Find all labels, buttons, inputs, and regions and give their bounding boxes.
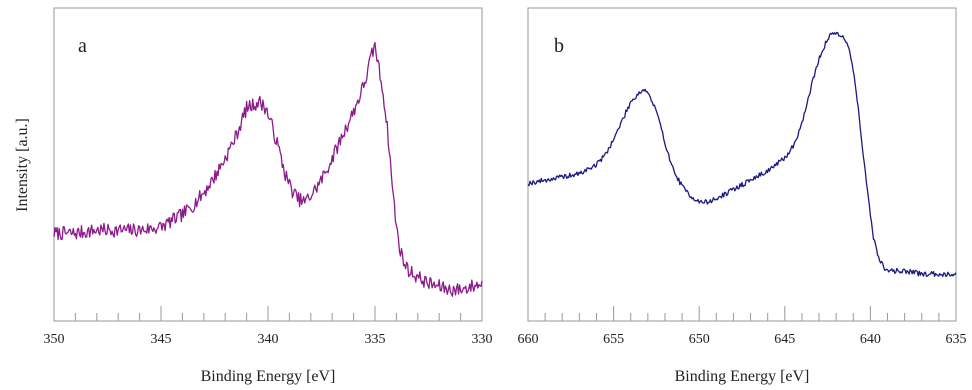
x-tick-label: 645 — [774, 332, 795, 347]
x-tick-label: 340 — [258, 332, 279, 347]
panel-b-frame — [527, 7, 957, 322]
panel-a-x-axis: 350 345 340 335 330 — [44, 306, 493, 347]
panel-b-spectrum-line — [527, 31, 957, 278]
panel-a: 350 345 340 335 330 a Binding Energy [eV] In… — [14, 7, 493, 385]
x-tick-label: 655 — [603, 332, 624, 347]
panel-b-x-axis: 660 655 650 645 640 635 — [518, 306, 967, 347]
panel-a-y-axis-title: Intensity [a.u.] — [14, 118, 31, 212]
panel-a-x-axis-title: Binding Energy [eV] — [201, 368, 336, 385]
x-tick-label: 635 — [946, 332, 967, 347]
x-tick-label: 660 — [518, 332, 539, 347]
x-tick-label: 640 — [860, 332, 881, 347]
x-tick-label: 345 — [151, 332, 172, 347]
x-tick-label: 350 — [44, 332, 65, 347]
panel-a-frame — [53, 7, 483, 322]
x-tick-label: 335 — [365, 332, 386, 347]
panel-b-x-axis-title: Binding Energy [eV] — [675, 368, 810, 385]
x-tick-label: 330 — [472, 332, 493, 347]
panel-a-spectrum-line — [53, 41, 483, 297]
panel-a-letter: a — [78, 35, 87, 57]
x-tick-label: 650 — [689, 332, 710, 347]
panel-b: 660 655 650 645 640 635 b Binding Energy [eV] — [518, 7, 967, 385]
panel-b-letter: b — [554, 35, 564, 57]
